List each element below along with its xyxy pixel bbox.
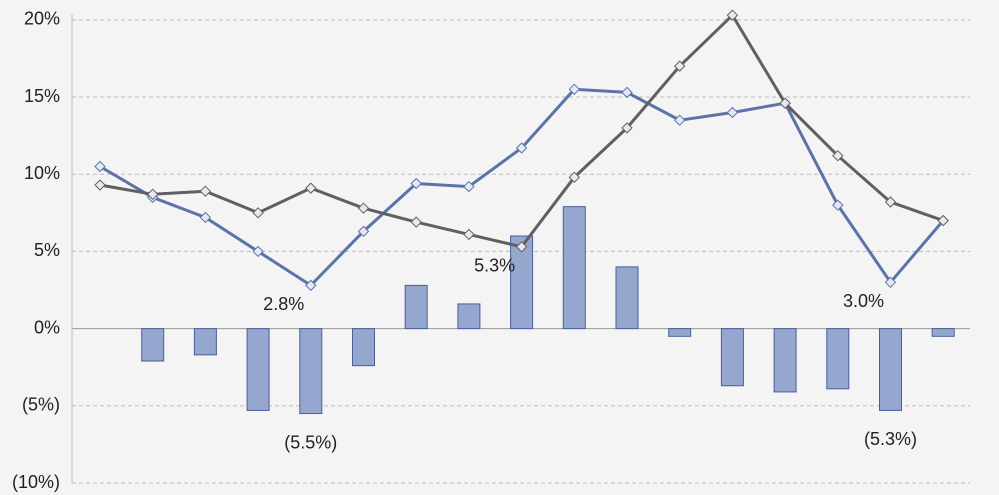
marker (884, 196, 897, 208)
marker (568, 83, 581, 96)
bar (193, 328, 217, 356)
y-tick-label: (10%) (12, 472, 60, 492)
y-tick-label: 20% (24, 9, 60, 29)
marker (94, 179, 106, 191)
marker (832, 199, 844, 211)
marker (410, 216, 422, 228)
bar (826, 328, 850, 390)
marker (252, 245, 264, 258)
bar (299, 328, 323, 415)
data-label: 3.0% (843, 291, 884, 311)
marker (726, 106, 739, 119)
line (99, 12, 944, 249)
marker (515, 241, 528, 253)
bar (510, 235, 534, 330)
bar (773, 328, 797, 393)
y-tick-label: 5% (34, 240, 60, 260)
y-tick-label: 0% (34, 317, 60, 337)
y-tick-label: 15% (24, 86, 60, 106)
bar (668, 328, 692, 337)
bar (141, 328, 165, 362)
marker (726, 9, 739, 21)
marker (568, 171, 581, 184)
marker (884, 276, 897, 289)
marker (252, 207, 264, 219)
marker (463, 228, 475, 241)
bar (562, 206, 586, 330)
data-label: 2.8% (263, 294, 304, 314)
bar (404, 284, 428, 330)
data-label: (5.5%) (284, 432, 337, 452)
marker (673, 60, 686, 72)
marker (146, 188, 159, 201)
marker (832, 149, 844, 162)
marker (463, 180, 475, 193)
bar (931, 328, 955, 337)
bar (720, 328, 744, 387)
bar (352, 328, 375, 367)
marker (357, 225, 370, 238)
marker (937, 214, 949, 227)
marker (305, 182, 317, 194)
marker (94, 160, 106, 173)
bar (246, 328, 270, 411)
data-label: 5.3% (474, 256, 515, 276)
marker (357, 202, 370, 214)
bar (879, 328, 902, 411)
marker (410, 177, 422, 190)
y-tick-label: 10% (24, 163, 60, 183)
marker (199, 185, 212, 197)
marker (305, 279, 317, 292)
marker (199, 211, 212, 224)
marker (515, 142, 528, 154)
y-tick-label: (5%) (22, 395, 60, 415)
marker (621, 86, 633, 99)
marker (779, 97, 791, 109)
marker (673, 114, 686, 126)
bar (457, 303, 481, 330)
bar (615, 266, 639, 330)
marker (621, 122, 633, 134)
data-label: (5.3%) (864, 429, 917, 449)
